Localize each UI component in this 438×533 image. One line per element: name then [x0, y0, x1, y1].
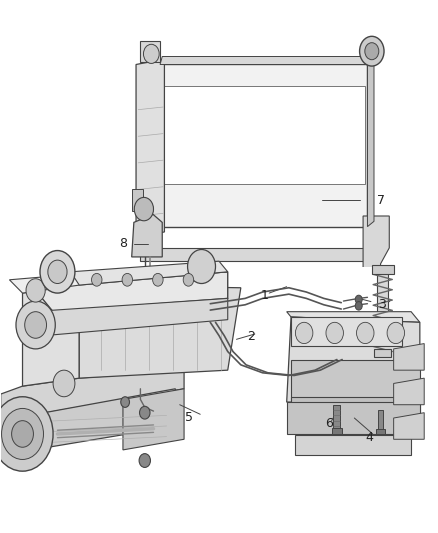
Circle shape: [25, 312, 46, 338]
Text: 3: 3: [378, 298, 386, 311]
Polygon shape: [394, 413, 424, 439]
Polygon shape: [394, 378, 424, 405]
Bar: [295, 435, 411, 455]
Polygon shape: [149, 288, 381, 301]
Polygon shape: [287, 402, 420, 434]
Bar: [333, 405, 340, 431]
Bar: [162, 86, 365, 184]
Bar: [160, 64, 367, 227]
Polygon shape: [160, 56, 374, 64]
Circle shape: [140, 406, 150, 419]
Circle shape: [326, 322, 343, 344]
Text: 6: 6: [325, 417, 332, 430]
Circle shape: [387, 322, 405, 344]
Circle shape: [183, 273, 194, 286]
Polygon shape: [31, 298, 228, 336]
Polygon shape: [22, 285, 79, 386]
Polygon shape: [136, 59, 164, 237]
Circle shape: [121, 397, 130, 407]
Circle shape: [26, 279, 45, 302]
Polygon shape: [291, 317, 403, 346]
Text: 8: 8: [119, 237, 127, 250]
Bar: [141, 248, 367, 261]
Polygon shape: [367, 56, 374, 227]
Polygon shape: [394, 344, 424, 370]
Circle shape: [48, 260, 67, 284]
Bar: [141, 41, 160, 62]
Circle shape: [295, 322, 313, 344]
Circle shape: [12, 421, 33, 447]
Polygon shape: [71, 261, 228, 285]
Circle shape: [0, 397, 53, 471]
Circle shape: [40, 251, 75, 293]
Circle shape: [53, 370, 75, 397]
Bar: [378, 269, 388, 314]
Polygon shape: [79, 285, 241, 378]
Polygon shape: [123, 389, 184, 450]
Polygon shape: [363, 216, 389, 280]
Circle shape: [122, 273, 133, 286]
Circle shape: [134, 197, 153, 221]
Bar: [291, 360, 420, 402]
Polygon shape: [31, 272, 228, 312]
Bar: [378, 410, 383, 431]
Bar: [332, 427, 342, 434]
Text: 5: 5: [185, 411, 193, 424]
Bar: [372, 265, 394, 274]
Bar: [1, 1, 437, 266]
Circle shape: [152, 273, 163, 286]
Circle shape: [355, 302, 362, 310]
Bar: [291, 397, 420, 423]
Polygon shape: [132, 214, 162, 257]
Circle shape: [144, 44, 159, 63]
Circle shape: [2, 408, 43, 459]
Circle shape: [357, 322, 374, 344]
Polygon shape: [10, 266, 228, 293]
Polygon shape: [287, 312, 420, 322]
Circle shape: [365, 43, 379, 60]
Bar: [132, 189, 143, 211]
Circle shape: [16, 301, 55, 349]
Polygon shape: [1, 370, 184, 421]
Bar: [158, 268, 363, 280]
Bar: [374, 349, 392, 357]
Text: 2: 2: [247, 330, 255, 343]
Circle shape: [360, 36, 384, 66]
Polygon shape: [1, 455, 166, 482]
Circle shape: [355, 295, 362, 304]
Bar: [376, 429, 385, 434]
Circle shape: [139, 454, 150, 467]
Polygon shape: [287, 317, 420, 402]
Text: 1: 1: [261, 289, 268, 302]
Text: 7: 7: [377, 193, 385, 207]
Bar: [1, 266, 437, 532]
Circle shape: [187, 249, 215, 284]
Circle shape: [92, 273, 102, 286]
Polygon shape: [1, 389, 175, 455]
Text: 4: 4: [365, 431, 373, 444]
